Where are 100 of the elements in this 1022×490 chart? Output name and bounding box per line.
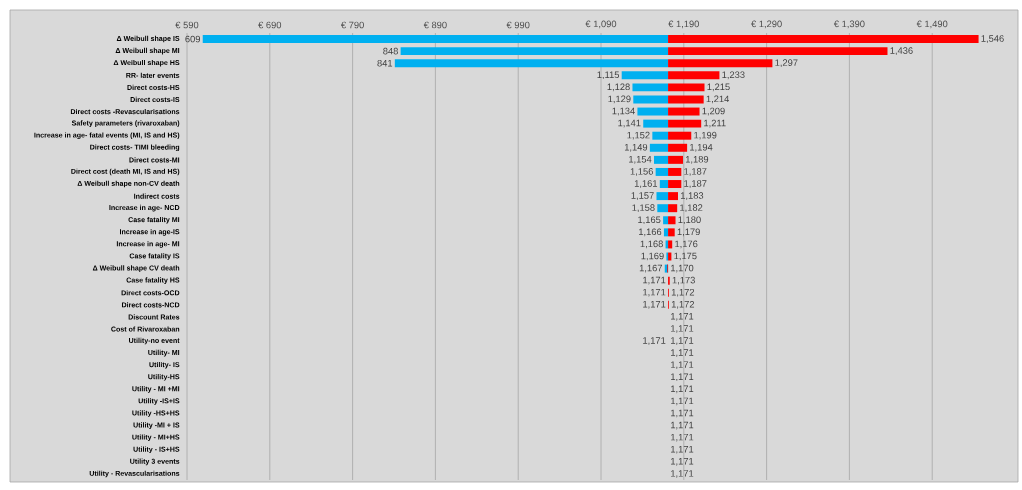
data-label: 1,158 — [632, 204, 655, 213]
data-label: 1,166 — [639, 228, 662, 237]
text: 1,171 — [671, 385, 694, 394]
text: 1,171 — [643, 337, 666, 345]
bar — [668, 83, 705, 92]
bar — [668, 71, 720, 80]
data-label: 1,161 — [634, 180, 658, 188]
data-label: 1,152 — [627, 131, 650, 140]
data-label: 1,169 — [641, 252, 664, 261]
bar — [668, 47, 888, 56]
bar — [668, 131, 692, 140]
data-label: 1,233 — [722, 71, 745, 80]
data-label: 1,156 — [630, 168, 653, 176]
bar — [668, 35, 979, 44]
bar — [668, 59, 773, 68]
text: 1,171 — [671, 337, 694, 345]
data-label: 1,165 — [638, 216, 661, 225]
text: 1,171 — [671, 361, 694, 370]
bar — [668, 143, 688, 152]
text: 1,171 — [671, 446, 694, 454]
data-label: 1,194 — [690, 143, 713, 152]
data-label: 1,182 — [680, 204, 703, 213]
data-label: 1,546 — [981, 35, 1004, 43]
data-label: 1,183 — [680, 192, 704, 200]
bar — [394, 59, 669, 68]
data-label: 848 — [383, 47, 398, 55]
text: 1,171 — [671, 373, 694, 382]
bar — [637, 107, 669, 116]
data-label: 1,211 — [704, 119, 726, 128]
text: 1,171 — [671, 313, 694, 321]
bar — [655, 167, 669, 176]
data-label: 1,179 — [677, 228, 700, 237]
data-label: 1,173 — [672, 276, 695, 285]
text: 1,171 — [643, 301, 666, 309]
text: 1,171 — [643, 276, 666, 285]
data-label: 1,149 — [624, 143, 648, 152]
text: 1,171 — [643, 288, 666, 297]
bar — [202, 35, 669, 44]
data-label: 1,176 — [675, 240, 698, 249]
x-tick-label: € 1,190 — [668, 20, 699, 29]
text: 1,171 — [671, 470, 694, 478]
data-label: 1,180 — [678, 216, 701, 225]
bar — [663, 216, 669, 225]
data-label: 609 — [185, 35, 201, 43]
data-label: 1,167 — [639, 264, 663, 273]
data-label: 1,215 — [707, 83, 730, 92]
bar — [621, 71, 669, 80]
data-label: 1,128 — [607, 83, 630, 92]
x-tick-label: € 990 — [506, 21, 530, 29]
text: 1,171 — [671, 421, 694, 430]
bar — [632, 83, 669, 92]
data-label: 1,129 — [608, 95, 631, 104]
data-label: 1,209 — [702, 107, 725, 116]
data-label: 1,187 — [684, 180, 707, 188]
x-tick-label: € 1,390 — [833, 20, 865, 29]
data-label: 1,214 — [706, 95, 730, 104]
bar — [668, 107, 700, 116]
bar — [400, 47, 669, 56]
data-label: 1,157 — [631, 192, 654, 200]
x-tick-label: € 1,290 — [751, 20, 782, 29]
bar — [668, 192, 679, 201]
bar — [668, 95, 704, 104]
bar — [656, 192, 669, 201]
data-label: 1,172 — [671, 288, 695, 297]
bar — [663, 228, 669, 237]
bar — [668, 216, 676, 225]
data-label: 1,134 — [612, 107, 635, 116]
x-tick-label: € 790 — [340, 21, 364, 29]
x-tick-label: € 1,090 — [585, 20, 617, 29]
data-label: 1,170 — [671, 264, 694, 273]
text: 1,171 — [671, 409, 694, 418]
data-label: 1,187 — [684, 168, 707, 176]
text: 1,171 — [671, 325, 694, 333]
bar — [657, 204, 669, 213]
bar — [649, 143, 669, 152]
data-label: 1,141 — [618, 119, 641, 128]
x-tick-label: € 590 — [175, 21, 199, 29]
bar — [643, 119, 669, 128]
data-label: 1,199 — [694, 131, 717, 140]
x-tick-label: € 890 — [423, 21, 447, 29]
bar — [633, 95, 669, 104]
bar — [654, 155, 669, 164]
data-label: 1,189 — [685, 156, 709, 164]
text: 1,171 — [671, 433, 694, 442]
text: 1,171 — [671, 397, 694, 406]
data-label: 1,172 — [671, 300, 695, 309]
data-label: 1,297 — [775, 59, 798, 68]
bar — [668, 167, 682, 176]
bar — [668, 180, 682, 189]
data-label: 1,175 — [674, 252, 697, 261]
data-label: 1,436 — [890, 47, 913, 55]
text: 1,171 — [671, 458, 694, 466]
data-label: 1,168 — [640, 240, 663, 249]
bar — [668, 228, 675, 237]
x-tick-label: € 690 — [258, 21, 282, 29]
text: 1,171 — [671, 349, 694, 357]
bar — [652, 131, 669, 140]
data-label: 1,115 — [597, 71, 620, 80]
bar — [668, 119, 702, 128]
bar — [659, 180, 669, 189]
